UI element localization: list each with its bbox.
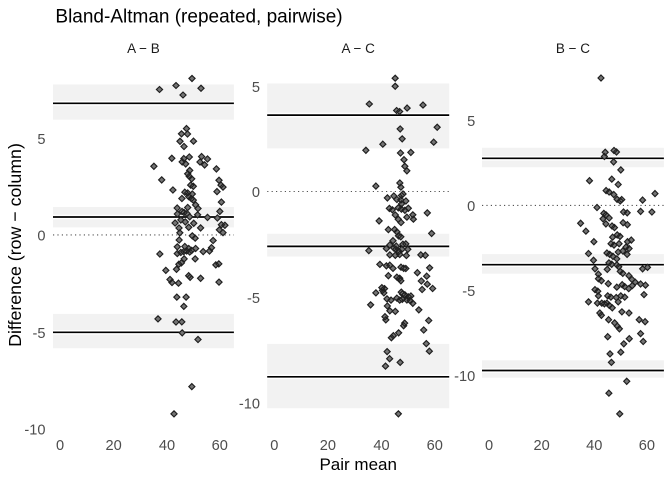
svg-text:20: 20 (320, 438, 336, 454)
svg-text:0: 0 (485, 438, 493, 454)
svg-text:60: 60 (212, 438, 228, 454)
svg-text:40: 40 (586, 438, 602, 454)
svg-text:0: 0 (56, 438, 64, 454)
svg-text:Pair mean: Pair mean (319, 455, 396, 474)
svg-text:Bland-Altman (repeated, pairwi: Bland-Altman (repeated, pairwise) (55, 6, 342, 27)
svg-text:A − C: A − C (341, 41, 375, 56)
svg-text:0: 0 (252, 185, 260, 201)
svg-text:0: 0 (467, 199, 475, 215)
svg-text:-10: -10 (454, 369, 475, 385)
svg-text:40: 40 (373, 438, 389, 454)
svg-text:-5: -5 (33, 326, 46, 342)
svg-text:60: 60 (427, 438, 443, 454)
svg-text:A − B: A − B (127, 41, 160, 56)
svg-text:5: 5 (37, 132, 45, 148)
svg-text:5: 5 (252, 80, 260, 96)
svg-text:20: 20 (105, 438, 121, 454)
svg-text:60: 60 (639, 438, 655, 454)
svg-text:-5: -5 (247, 291, 260, 307)
svg-text:0: 0 (270, 438, 278, 454)
svg-text:5: 5 (467, 114, 475, 130)
svg-text:-5: -5 (462, 284, 475, 300)
svg-text:Difference (row − column): Difference (row − column) (5, 143, 25, 347)
svg-text:-10: -10 (24, 423, 45, 439)
svg-text:0: 0 (37, 228, 45, 244)
svg-text:20: 20 (533, 438, 549, 454)
svg-text:B − C: B − C (556, 41, 590, 56)
svg-text:40: 40 (159, 438, 175, 454)
svg-text:-10: -10 (239, 396, 260, 412)
